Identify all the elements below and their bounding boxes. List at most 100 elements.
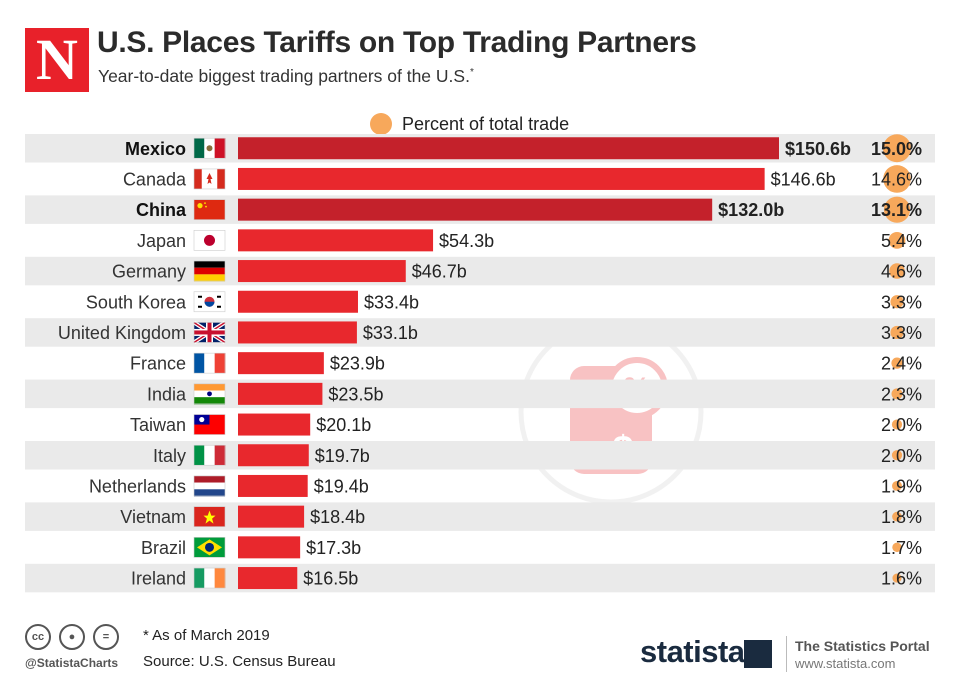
attribution-icon: ● [59, 624, 85, 650]
flag-part [194, 383, 225, 391]
no-derivatives-icon: = [93, 624, 119, 650]
percent-bubble [889, 263, 905, 279]
percent-label: 14.6% [871, 169, 922, 189]
category-label: France [130, 354, 186, 374]
category-label: Mexico [125, 139, 186, 159]
bar [238, 290, 358, 313]
percent-label: 2.0% [881, 415, 922, 435]
percent-label: 1.7% [881, 538, 922, 558]
footnote: * As of March 2019 [143, 627, 270, 644]
percent-label: 3.3% [881, 292, 922, 312]
row-stripe [25, 441, 935, 470]
percent-label: 2.3% [881, 384, 922, 404]
value-label: $19.4b [314, 476, 369, 496]
percent-bubble [891, 419, 903, 430]
flag-part [194, 482, 225, 490]
flag-mx-icon [193, 137, 226, 159]
percent-bubble [892, 573, 902, 583]
flag-part [214, 353, 226, 374]
flag-part [217, 305, 221, 308]
flag-part [194, 397, 225, 405]
twitter-handle: @StatistaCharts [25, 656, 119, 670]
flag-part [204, 202, 206, 205]
percent-label: 2.4% [881, 354, 922, 374]
footer-divider [786, 636, 787, 672]
bar [238, 137, 779, 160]
portal-url: www.statista.com [795, 656, 896, 671]
flag-part [194, 445, 205, 466]
flag-part [205, 205, 207, 208]
flag-border [193, 475, 226, 497]
flag-nl-icon [193, 475, 226, 497]
flag-part [204, 234, 215, 246]
value-label: $23.9b [330, 354, 385, 374]
flag-border [193, 322, 226, 343]
flag-border [193, 506, 226, 527]
flag-part [199, 416, 205, 423]
flag-border [193, 352, 226, 374]
value-label: $33.4b [364, 292, 419, 312]
flag-part [198, 295, 202, 298]
category-label: Ireland [131, 569, 186, 589]
flag-border [193, 444, 226, 466]
statista-brand: statista [640, 634, 745, 669]
flag-part [214, 445, 226, 466]
category-label: Canada [123, 169, 187, 189]
bar [238, 413, 311, 436]
flag-part [206, 172, 213, 184]
flag-kr-icon [193, 291, 226, 313]
percent-label: 1.6% [881, 569, 922, 589]
flag-part [194, 267, 225, 275]
category-label: India [147, 384, 187, 404]
flag-part [207, 391, 212, 397]
flag-tw-icon [193, 414, 226, 435]
chart-subtitle: Year-to-date biggest trading partners of… [98, 66, 474, 87]
percent-bubble [888, 231, 906, 249]
value-label: $23.5b [328, 384, 383, 404]
flag-border [193, 168, 226, 190]
percent-label: 15.0% [871, 139, 922, 159]
flag-part [194, 261, 225, 268]
legend-label: Percent of total trade [402, 113, 570, 134]
bar [238, 444, 309, 467]
category-label: South Korea [86, 292, 187, 312]
percent-bubble [892, 542, 902, 553]
flag-part [198, 305, 202, 308]
flag-gb-icon [192, 320, 227, 345]
percent-bubble [892, 511, 902, 522]
bar [238, 352, 324, 375]
row-stripe [25, 563, 935, 593]
category-label: Taiwan [130, 415, 186, 435]
flag-fr-icon [193, 352, 226, 374]
flag-part [204, 445, 215, 466]
flag-part [194, 168, 202, 189]
flag-border [193, 137, 226, 159]
row-stripe [25, 379, 935, 409]
percent-label: 1.8% [881, 507, 922, 527]
flag-part [204, 301, 215, 307]
category-label: Netherlands [89, 476, 186, 496]
portal-name: The Statistics Portal [795, 638, 930, 654]
value-label: $17.3b [306, 538, 361, 558]
watermark-tariff-icon: %=$ [518, 319, 704, 505]
flag-part [194, 475, 225, 483]
percent-bubble [890, 325, 904, 340]
bar [238, 567, 298, 590]
flag-part [214, 138, 226, 159]
flag-vn-icon [193, 506, 226, 527]
statista-logo-icon [744, 640, 772, 668]
flag-part [206, 145, 213, 152]
subtitle-text: Year-to-date biggest trading partners of… [98, 66, 470, 86]
flag-cn-icon [193, 199, 226, 220]
value-label: $20.1b [316, 415, 371, 435]
percent-label: 1.9% [881, 476, 922, 496]
flag-part [194, 489, 225, 497]
flag-border [193, 199, 226, 220]
row-stripe [25, 318, 935, 347]
flag-de-icon [193, 260, 226, 282]
value-label: $16.5b [303, 569, 358, 589]
value-label: $33.1b [363, 323, 418, 343]
flag-part [214, 568, 226, 589]
flag-part [194, 330, 225, 335]
